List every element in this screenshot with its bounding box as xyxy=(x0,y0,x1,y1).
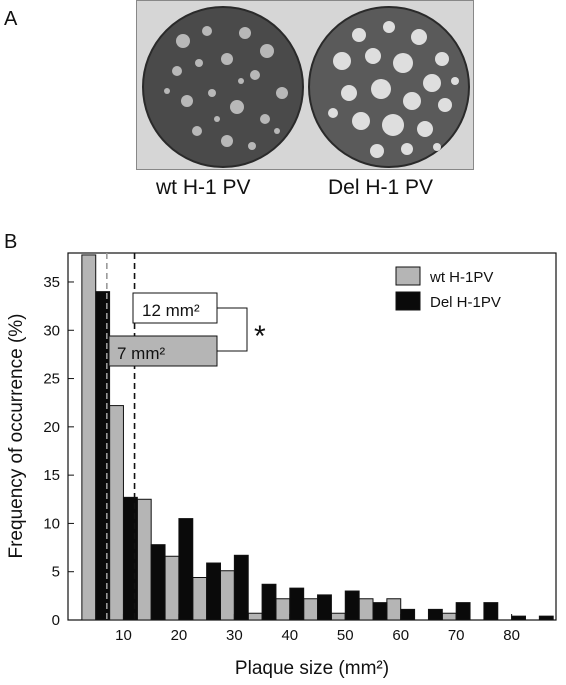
x-tick-label-20: 20 xyxy=(171,627,188,644)
y-tick-label-25: 25 xyxy=(43,371,60,388)
del-median-box xyxy=(132,292,218,324)
bars-group xyxy=(81,254,554,621)
x-tick-label-30: 30 xyxy=(226,627,243,644)
significance-bracket xyxy=(217,307,248,352)
panel-a-letter: A xyxy=(4,8,18,30)
y-tick-label-10: 10 xyxy=(43,515,60,532)
bar-del-70 xyxy=(455,602,471,621)
x-tick-label-40: 40 xyxy=(281,627,298,644)
x-axis-title: Plaque size (mm²) xyxy=(235,658,389,679)
wt-plaques xyxy=(164,26,288,150)
bar-del-25 xyxy=(206,562,222,621)
bar-wt-25 xyxy=(192,577,208,621)
bar-del-40 xyxy=(289,587,305,621)
x-tick-label-10: 10 xyxy=(115,627,132,644)
bar-wt-70 xyxy=(441,612,457,621)
x-tick-label-50: 50 xyxy=(337,627,354,644)
y-tick-label-30: 30 xyxy=(43,322,60,339)
bar-del-20 xyxy=(178,518,194,621)
panel-b-letter: B xyxy=(4,231,18,253)
bar-del-30 xyxy=(233,554,249,621)
bar-wt-45 xyxy=(303,598,319,621)
legend-swatch-del xyxy=(395,291,421,311)
plates-image xyxy=(137,1,473,169)
bar-del-55 xyxy=(372,602,388,621)
wt-median-label: 7 mm² xyxy=(117,344,166,363)
x-tick-label-80: 80 xyxy=(503,627,520,644)
bar-wt-50 xyxy=(330,612,346,621)
bar-del-80 xyxy=(511,615,526,621)
bar-del-35 xyxy=(261,583,277,621)
plates-photo xyxy=(136,0,474,170)
legend-label-wt: wt H-1PV xyxy=(429,269,493,286)
y-tick-label-0: 0 xyxy=(52,612,60,629)
x-tick-label-70: 70 xyxy=(448,627,465,644)
y-tick-label-5: 5 xyxy=(52,564,60,581)
y-tick-label-35: 35 xyxy=(43,274,60,291)
bar-wt-20 xyxy=(164,555,180,621)
bar-wt-60 xyxy=(386,598,402,621)
bar-wt-35 xyxy=(247,612,263,621)
wt-plate-label: wt H-1 PV xyxy=(156,176,251,199)
bar-wt-15 xyxy=(136,498,152,621)
bar-del-65 xyxy=(427,608,443,621)
y-tick-label-20: 20 xyxy=(43,419,60,436)
histogram-chart: 10 20 30 40 50 60 70 80 0 5 10 15 20 25 30 35 12 mm² 7… xyxy=(6,252,557,679)
wt-median-box xyxy=(108,335,218,367)
y-axis-title: Frequency of occurrence (%) xyxy=(6,314,27,559)
x-axis: 10 20 30 40 50 60 70 80 xyxy=(115,614,520,644)
bar-wt-10 xyxy=(109,405,124,621)
bar-del-50 xyxy=(344,590,360,621)
bar-wt-5 xyxy=(81,254,97,621)
bar-wt-40 xyxy=(275,598,291,621)
bar-del-85 xyxy=(538,615,554,621)
y-axis: 0 5 10 15 20 25 30 35 xyxy=(43,274,74,629)
bar-wt-55 xyxy=(358,598,374,621)
bar-del-75 xyxy=(483,602,499,621)
y-tick-label-15: 15 xyxy=(43,467,60,484)
legend-swatch-wt xyxy=(395,266,421,286)
bar-del-60 xyxy=(400,608,416,621)
x-tick-label-60: 60 xyxy=(392,627,409,644)
bar-wt-30 xyxy=(220,570,235,621)
significance-star: * xyxy=(254,320,266,353)
del-median-label: 12 mm² xyxy=(142,301,200,320)
legend-label-del: Del H-1PV xyxy=(430,294,501,311)
del-plaques xyxy=(328,21,459,158)
del-plate-label: Del H-1 PV xyxy=(328,176,434,199)
bar-del-45 xyxy=(317,594,332,621)
bar-del-15 xyxy=(150,544,166,621)
